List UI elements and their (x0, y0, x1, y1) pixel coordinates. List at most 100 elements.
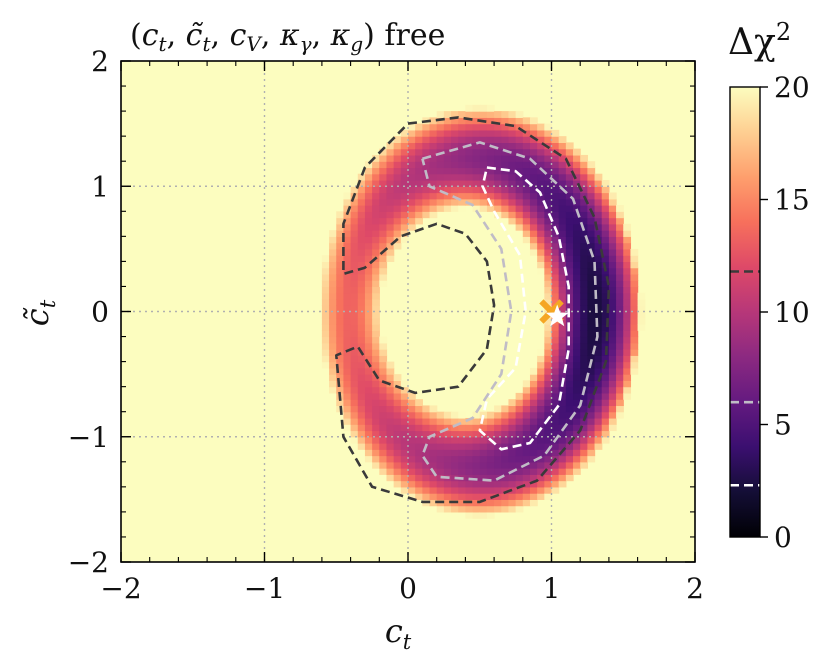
heatmap-cell (372, 192, 380, 200)
heatmap-cell (379, 430, 388, 438)
heatmap-cell (379, 411, 388, 419)
heatmap-cell (400, 192, 409, 200)
heatmap-cell (580, 186, 588, 194)
contour-line (421, 141, 599, 482)
heatmap-cell (623, 361, 632, 369)
heatmap-cell (630, 342, 639, 350)
heatmap-cell (343, 305, 352, 313)
heatmap-cell (601, 273, 610, 281)
heatmap-cell (587, 311, 596, 319)
heatmap-cell (587, 330, 596, 338)
heatmap-cell (601, 380, 610, 388)
heatmap-cell (529, 461, 538, 469)
heatmap-cell (343, 417, 352, 425)
heatmap-cell (415, 449, 423, 457)
heatmap-cell (544, 424, 553, 432)
heatmap-cell (565, 443, 574, 450)
heatmap-cell (372, 167, 380, 175)
heatmap-cell (623, 223, 632, 231)
heatmap-cell (364, 292, 373, 300)
heatmap-cell (630, 255, 639, 262)
heatmap-cell (443, 161, 452, 169)
heatmap-cell (408, 129, 416, 137)
heatmap-cell (601, 223, 610, 231)
heatmap-cell (529, 154, 538, 162)
heatmap-cell (522, 148, 531, 156)
heatmap-cell (580, 248, 588, 256)
heatmap-cell (343, 317, 352, 325)
heatmap-cell (372, 280, 380, 288)
heatmap-cell (565, 173, 574, 181)
heatmap-cell (608, 361, 617, 369)
heatmap-cell (494, 486, 502, 494)
heatmap-cell (508, 493, 517, 500)
heatmap-cell (472, 148, 481, 156)
heatmap-cell (608, 342, 617, 350)
heatmap-cell (436, 505, 445, 513)
heatmap-cell (408, 179, 416, 187)
heatmap-cell (415, 136, 423, 144)
heatmap-cell (364, 380, 373, 388)
heatmap-cell (522, 480, 531, 488)
heatmap-cell (379, 198, 388, 206)
heatmap-cell (329, 361, 337, 369)
heatmap-cell (486, 104, 495, 112)
heatmap-cell (343, 405, 352, 413)
heatmap-cell (565, 142, 574, 150)
heatmap-cell (544, 298, 553, 306)
heatmap-cell (501, 486, 510, 494)
heatmap-cell (386, 248, 395, 256)
heatmap-cell (544, 179, 553, 187)
heatmap-cell (400, 392, 409, 400)
heatmap-cell (393, 192, 402, 200)
heatmap-cell (508, 505, 517, 513)
heatmap-cell (443, 505, 452, 513)
heatmap-cell (580, 455, 588, 463)
heatmap-cell (350, 305, 359, 313)
heatmap-cell (357, 205, 366, 212)
heatmap-cell (501, 468, 510, 475)
heatmap-cell (551, 292, 560, 300)
heatmap-cell (408, 449, 416, 457)
heatmap-cell (422, 405, 431, 413)
heatmap-cell (508, 211, 517, 219)
heatmap-cell (537, 349, 545, 356)
heatmap-cell (436, 179, 445, 187)
heatmap-cell (494, 480, 502, 488)
heatmap-cell (594, 374, 603, 381)
heatmap-cell (350, 311, 359, 319)
heatmap-cell (472, 430, 481, 438)
heatmap-cell (357, 236, 366, 244)
heatmap-cell (458, 449, 467, 457)
heatmap-cell (529, 449, 538, 457)
heatmap-cell (350, 186, 359, 194)
heatmap-cell (443, 499, 452, 507)
heatmap-cell (580, 230, 588, 237)
heatmap-cell (587, 292, 596, 300)
heatmap-cell (386, 179, 395, 187)
heatmap-cell (357, 361, 366, 369)
heatmap-cell (486, 430, 495, 438)
heatmap-cell (594, 261, 603, 269)
heatmap-cell (558, 480, 567, 488)
heatmap-cell (451, 430, 459, 438)
heatmap-cell (379, 148, 388, 156)
heatmap-cell (343, 392, 352, 400)
heatmap-cell (350, 411, 359, 419)
heatmap-cell (400, 173, 409, 181)
heatmap-cell (515, 223, 524, 231)
contour-line (334, 116, 611, 504)
heatmap-cell (522, 411, 531, 419)
heatmap-cell (472, 154, 481, 162)
heatmap-cell (458, 136, 467, 144)
heatmap-cell (429, 405, 438, 413)
heatmap-cell (558, 173, 567, 181)
heatmap-cell (537, 405, 545, 413)
heatmap-cell (393, 167, 402, 175)
heatmap-cell (522, 230, 531, 237)
heatmap-cell (386, 186, 395, 194)
heatmap-cell (522, 443, 531, 450)
heatmap-cell (494, 505, 502, 513)
heatmap-cell (429, 117, 438, 125)
heatmap-cell (580, 205, 588, 212)
